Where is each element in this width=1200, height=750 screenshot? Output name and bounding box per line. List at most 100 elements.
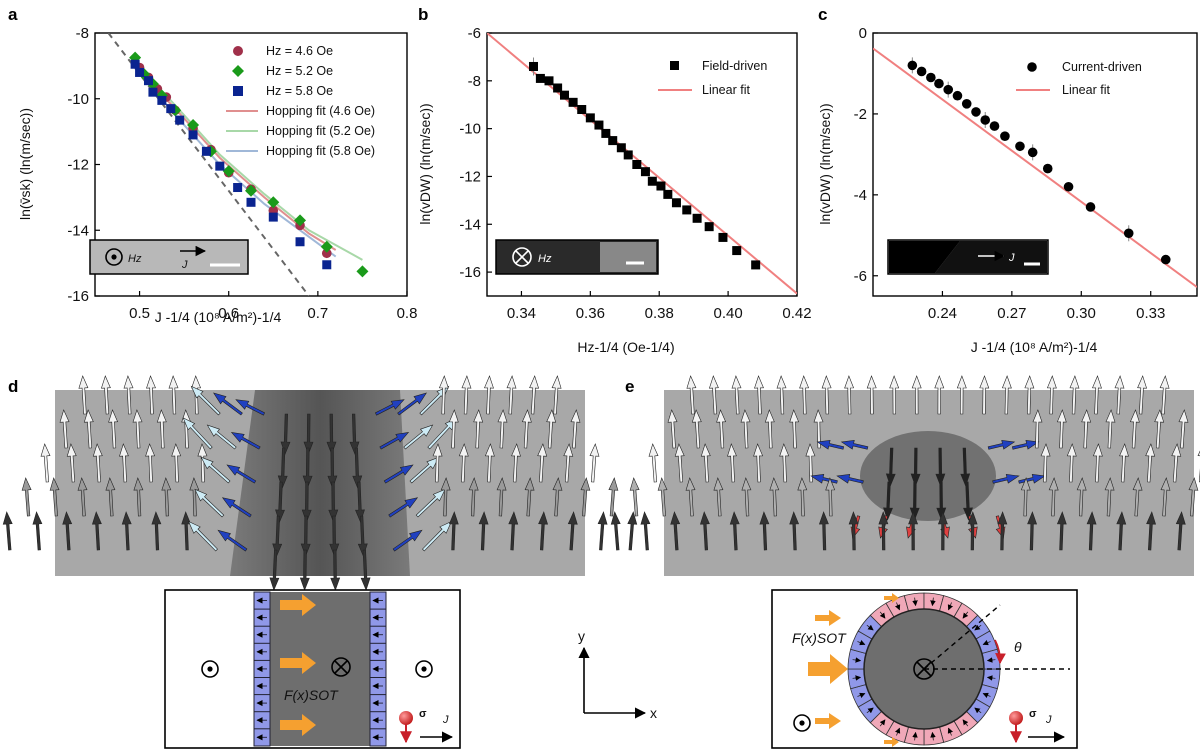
spin-arrow <box>1046 375 1057 415</box>
spin-arrow <box>182 417 213 450</box>
data-point <box>594 120 604 130</box>
spin-arrow <box>885 447 896 487</box>
spin-arrow <box>1032 409 1043 449</box>
data-point <box>267 196 280 209</box>
spin-arrow <box>686 375 697 415</box>
data-point <box>166 104 176 114</box>
data-point <box>577 105 587 115</box>
spin-arrow <box>133 477 144 517</box>
data-point <box>640 167 650 177</box>
spin-arrow <box>145 443 156 483</box>
spin-arrow <box>280 413 291 455</box>
data-point <box>934 78 944 89</box>
spin-arrow <box>190 385 221 416</box>
data-point <box>961 99 972 109</box>
spin-arrow <box>909 481 920 521</box>
spin-arrow <box>213 392 243 416</box>
spin-arrow <box>448 511 459 551</box>
spin-arrow <box>461 375 472 415</box>
coordinate-axes: y x <box>578 628 657 721</box>
spin-arrow <box>910 447 921 487</box>
fit-line <box>873 47 1197 288</box>
x-tick-label: 0.5 <box>129 305 150 322</box>
data-point <box>1015 141 1025 152</box>
data-point <box>682 205 692 215</box>
spin-arrow <box>206 424 237 450</box>
spin-arrow <box>108 409 119 449</box>
spin-arrow <box>1160 477 1171 517</box>
x-tick-label: 0.6 <box>218 305 239 322</box>
legend-c: Current-driven Linear fit <box>1016 60 1142 97</box>
legend-label-c-0: Current-driven <box>1062 60 1142 74</box>
legend-marker-square-b <box>670 61 679 70</box>
spin-arrow <box>458 443 469 483</box>
ring-spin-arrow <box>879 719 886 727</box>
data-point <box>601 128 611 138</box>
spin-arrow <box>478 511 489 551</box>
data-point <box>704 222 714 232</box>
spin-arrow <box>670 511 681 551</box>
spin-arrow <box>328 481 339 523</box>
spin-arrow <box>1171 443 1182 483</box>
spin-arrow <box>330 549 341 591</box>
spin-arrow <box>403 424 434 450</box>
spin-arrow <box>657 477 668 517</box>
spin-arrow <box>119 443 129 483</box>
spin-arrow <box>448 409 459 449</box>
data-point <box>971 107 981 117</box>
spin-arrow <box>608 477 619 517</box>
inset-field-label-a: Hz <box>128 253 142 265</box>
legend-label-a-1: Hz = 5.2 Oe <box>266 64 333 78</box>
spin-arrow <box>506 375 517 415</box>
spin-arrow <box>1175 511 1186 551</box>
spin-arrow <box>729 511 740 551</box>
data-point <box>148 87 158 97</box>
schematic-e: θ F(x)SOT σ J <box>771 589 1078 749</box>
x-tick-label: 0.40 <box>714 305 743 322</box>
spin-arrow <box>379 431 410 450</box>
spin-arrow <box>1137 375 1148 415</box>
spin-arrow <box>570 409 581 449</box>
spin-arrow <box>409 456 440 484</box>
y-tick-label: -12 <box>67 157 89 174</box>
spin-arrow <box>844 375 855 415</box>
spin-arrow <box>303 413 314 455</box>
legend-marker-circle-c <box>1027 62 1037 72</box>
spin-arrow <box>1086 511 1097 551</box>
spin-arrow <box>551 375 562 415</box>
into-plane-icon-d <box>331 657 351 677</box>
spin-arrow <box>32 511 43 551</box>
angle-label-e: θ <box>1014 639 1022 655</box>
ring-spin-arrow <box>852 657 862 663</box>
data-point <box>1042 163 1053 174</box>
data-point <box>907 60 918 71</box>
ring-spin-arrow <box>912 731 918 741</box>
spin-arrow <box>1056 511 1067 551</box>
x-tick-label: 0.33 <box>1136 305 1165 322</box>
spin-arrow <box>392 529 423 552</box>
data-point <box>1000 131 1010 141</box>
y-tick-label: 0 <box>859 25 867 42</box>
spin-arrow <box>1048 477 1059 517</box>
data-point <box>751 260 761 270</box>
spin-arrow <box>816 439 845 450</box>
spin-arrow <box>272 515 283 557</box>
spin-arrow <box>91 511 102 551</box>
x-tick-label: 0.27 <box>997 305 1026 322</box>
spin-arrow <box>731 375 742 415</box>
ring-spin-arrow <box>857 639 866 646</box>
data-point <box>320 240 333 253</box>
spin-arrow <box>963 481 973 521</box>
data-point <box>222 165 235 178</box>
x-tick-label: 0.24 <box>928 305 957 322</box>
data-point <box>130 59 140 69</box>
data-point <box>560 90 569 100</box>
data-point <box>623 150 633 160</box>
plot-frame-b <box>486 32 798 297</box>
y-tick-labels-a: -8 -10 -12 -14 -16 <box>67 25 100 305</box>
spin-arrow <box>685 477 696 517</box>
spin-arrow <box>848 511 859 551</box>
ring-spin-arrow <box>962 719 969 727</box>
ring-spin-arrow <box>947 602 954 611</box>
